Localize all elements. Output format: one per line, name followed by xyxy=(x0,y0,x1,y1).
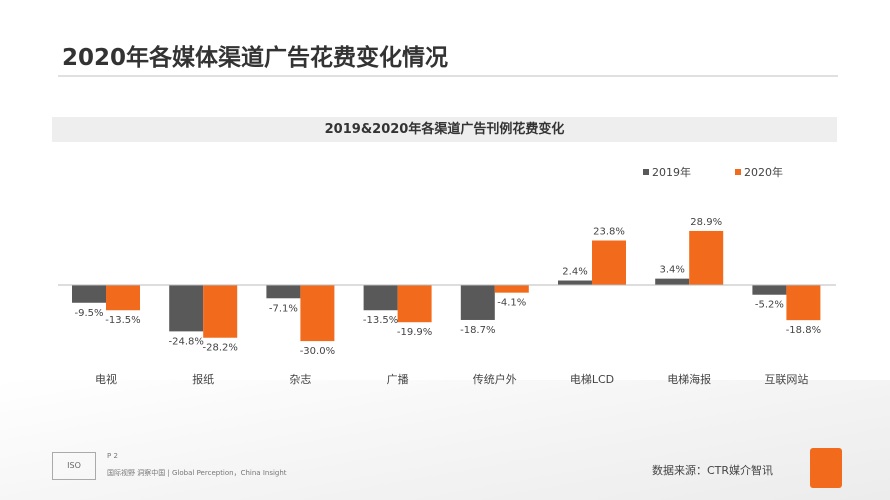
bar-2020年 xyxy=(786,285,821,321)
category-label: 电梯LCD xyxy=(570,373,614,386)
data-label: -18.7% xyxy=(460,325,495,336)
category-label: 电梯海报 xyxy=(667,372,711,386)
bar-2020年 xyxy=(106,285,140,311)
page-title: 2020年各媒体渠道广告花费变化情况 xyxy=(62,45,449,71)
category-label: 报纸 xyxy=(192,372,214,386)
legend-swatch xyxy=(643,169,649,175)
bar-2019年 xyxy=(169,285,204,332)
legend-2020: 2020年 xyxy=(735,164,783,180)
tagline: 国际视野 洞察中国 | Global Perception，China Insi… xyxy=(107,469,287,477)
data-source: 数据来源：CTR媒介智讯 xyxy=(652,464,774,477)
legend-2019: 2019年 xyxy=(643,164,691,180)
data-label: -4.1% xyxy=(497,298,526,309)
bar-2020年 xyxy=(203,285,238,338)
category-label: 互联网站 xyxy=(764,372,808,386)
title-divider xyxy=(58,75,838,77)
legend-label: 2019年 xyxy=(652,166,691,179)
certification-badge: ISO xyxy=(52,452,96,480)
category-label: 传统户外 xyxy=(473,372,517,386)
legend-swatch xyxy=(735,169,741,175)
data-label: 28.9% xyxy=(690,217,722,228)
bar-2020年 xyxy=(592,240,626,285)
data-label: -18.8% xyxy=(786,325,821,336)
data-label: -28.2% xyxy=(203,343,238,354)
bar-2019年 xyxy=(460,285,495,320)
ctr-logo xyxy=(810,448,842,488)
bar-2020年 xyxy=(300,285,335,342)
data-label: -9.5% xyxy=(74,308,103,319)
category-label: 电视 xyxy=(95,372,117,386)
bar-2019年 xyxy=(655,278,690,285)
bar-2019年 xyxy=(752,285,787,295)
page-number: P 2 xyxy=(107,452,118,460)
data-label: -5.2% xyxy=(755,300,784,311)
data-label: -19.9% xyxy=(397,327,432,338)
data-label: -24.8% xyxy=(169,336,204,347)
legend-label: 2020年 xyxy=(744,166,783,179)
bar-2020年 xyxy=(689,230,724,285)
background xyxy=(0,380,890,500)
data-label: -13.5% xyxy=(363,315,398,326)
data-label: 23.8% xyxy=(593,226,625,237)
bar-2019年 xyxy=(363,285,398,311)
data-label: -7.1% xyxy=(269,303,298,314)
bar-2019年 xyxy=(266,285,301,299)
data-label: 3.4% xyxy=(659,265,684,276)
bar-2020年 xyxy=(397,285,432,323)
data-label: -13.5% xyxy=(105,315,140,326)
bar-2020年 xyxy=(494,285,529,293)
category-label: 杂志 xyxy=(289,373,311,386)
data-label: 2.4% xyxy=(562,267,587,278)
bar-2019年 xyxy=(558,280,592,285)
bar-2019年 xyxy=(72,285,106,303)
chart-title: 2019&2020年各渠道广告刊例花费变化 xyxy=(52,117,837,142)
data-label: -30.0% xyxy=(300,346,335,357)
category-label: 广播 xyxy=(387,372,409,386)
